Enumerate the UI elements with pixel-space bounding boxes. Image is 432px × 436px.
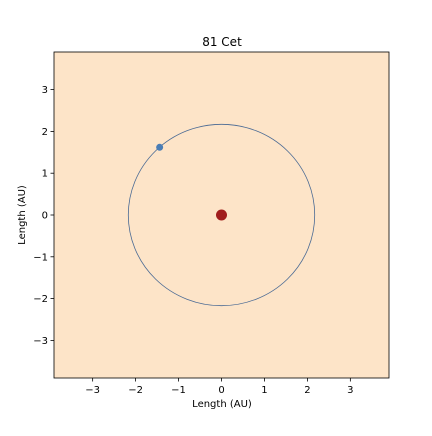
x-tick-label: 2 [304, 385, 310, 396]
planet-marker [156, 143, 164, 151]
x-tick-label: −1 [171, 385, 186, 396]
y-axis: −3 −2 −1 0 1 2 3 [33, 85, 54, 347]
x-tick-label: 0 [218, 385, 224, 396]
y-tick-label: 2 [42, 127, 48, 138]
x-tick-label: 1 [261, 385, 267, 396]
star-marker [216, 209, 227, 221]
orbit-path [127, 123, 316, 307]
x-tick-label: −2 [128, 385, 143, 396]
y-tick-label: 3 [42, 85, 48, 96]
y-tick-label: 1 [42, 169, 48, 180]
chart-marks [127, 123, 316, 307]
x-axis-label: Length (AU) [192, 399, 252, 410]
y-axis-label: Length (AU) [17, 185, 28, 245]
chart-title: 81 Cet [202, 35, 242, 49]
x-tick-label: 3 [347, 385, 353, 396]
y-tick-label: 0 [42, 211, 48, 222]
y-tick-label: −1 [33, 252, 48, 263]
x-axis: −3 −2 −1 0 1 2 3 [85, 378, 354, 396]
y-tick-label: −3 [33, 336, 48, 347]
y-tick-label: −2 [33, 294, 48, 305]
x-tick-label: −3 [85, 385, 100, 396]
